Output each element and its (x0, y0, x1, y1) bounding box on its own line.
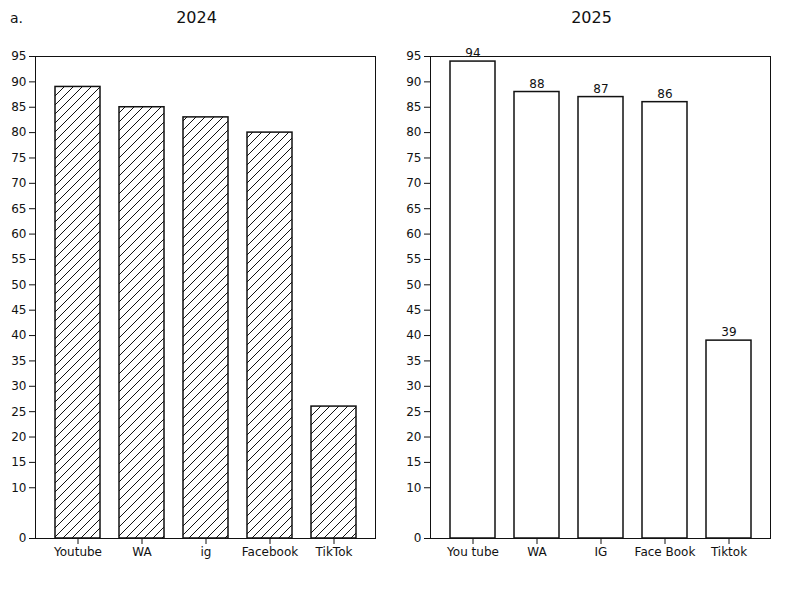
svg-text:94: 94 (465, 46, 480, 60)
svg-text:40: 40 (406, 328, 421, 342)
svg-text:ig: ig (201, 545, 212, 559)
svg-text:88: 88 (529, 77, 544, 91)
svg-text:85: 85 (11, 100, 26, 114)
svg-text:50: 50 (11, 278, 26, 292)
svg-text:65: 65 (406, 202, 421, 216)
svg-text:35: 35 (406, 354, 421, 368)
svg-text:Tiktok: Tiktok (710, 545, 747, 559)
svg-text:Facebook: Facebook (242, 545, 298, 559)
svg-text:39: 39 (721, 325, 736, 339)
svg-text:80: 80 (11, 125, 26, 139)
svg-text:80: 80 (406, 125, 421, 139)
svg-text:0: 0 (414, 531, 422, 545)
svg-text:70: 70 (11, 176, 26, 190)
svg-text:20: 20 (406, 430, 421, 444)
svg-text:Youtube: Youtube (53, 545, 102, 559)
svg-text:10: 10 (406, 481, 421, 495)
svg-text:75: 75 (406, 151, 421, 165)
svg-text:45: 45 (406, 303, 421, 317)
svg-text:50: 50 (406, 278, 421, 292)
svg-text:65: 65 (11, 202, 26, 216)
svg-text:You tube: You tube (446, 545, 499, 559)
svg-text:60: 60 (406, 227, 421, 241)
svg-text:35: 35 (11, 354, 26, 368)
svg-text:30: 30 (11, 379, 26, 393)
svg-text:10: 10 (11, 481, 26, 495)
svg-text:WA: WA (527, 545, 547, 559)
svg-text:75: 75 (11, 151, 26, 165)
svg-text:Face Book: Face Book (635, 545, 696, 559)
svg-text:TikTok: TikTok (315, 545, 353, 559)
svg-text:40: 40 (11, 328, 26, 342)
svg-text:87: 87 (593, 82, 608, 96)
svg-text:95: 95 (11, 49, 26, 63)
svg-text:60: 60 (11, 227, 26, 241)
svg-text:86: 86 (657, 87, 672, 101)
svg-text:20: 20 (11, 430, 26, 444)
svg-text:95: 95 (406, 49, 421, 63)
svg-text:90: 90 (11, 75, 26, 89)
svg-text:0: 0 (19, 531, 27, 545)
svg-text:IG: IG (595, 545, 608, 559)
svg-text:15: 15 (406, 455, 421, 469)
html-text:2025: 2025 (571, 8, 612, 27)
svg-text:85: 85 (406, 100, 421, 114)
html-text:a.: a. (10, 10, 23, 26)
svg-text:55: 55 (11, 252, 26, 266)
svg-text:25: 25 (11, 404, 26, 418)
svg-text:45: 45 (11, 303, 26, 317)
svg-text:25: 25 (406, 404, 421, 418)
svg-text:90: 90 (406, 75, 421, 89)
html-text:2024: 2024 (176, 8, 217, 27)
svg-text:30: 30 (406, 379, 421, 393)
svg-text:55: 55 (406, 252, 421, 266)
svg-text:70: 70 (406, 176, 421, 190)
svg-text:WA: WA (132, 545, 152, 559)
svg-text:15: 15 (11, 455, 26, 469)
